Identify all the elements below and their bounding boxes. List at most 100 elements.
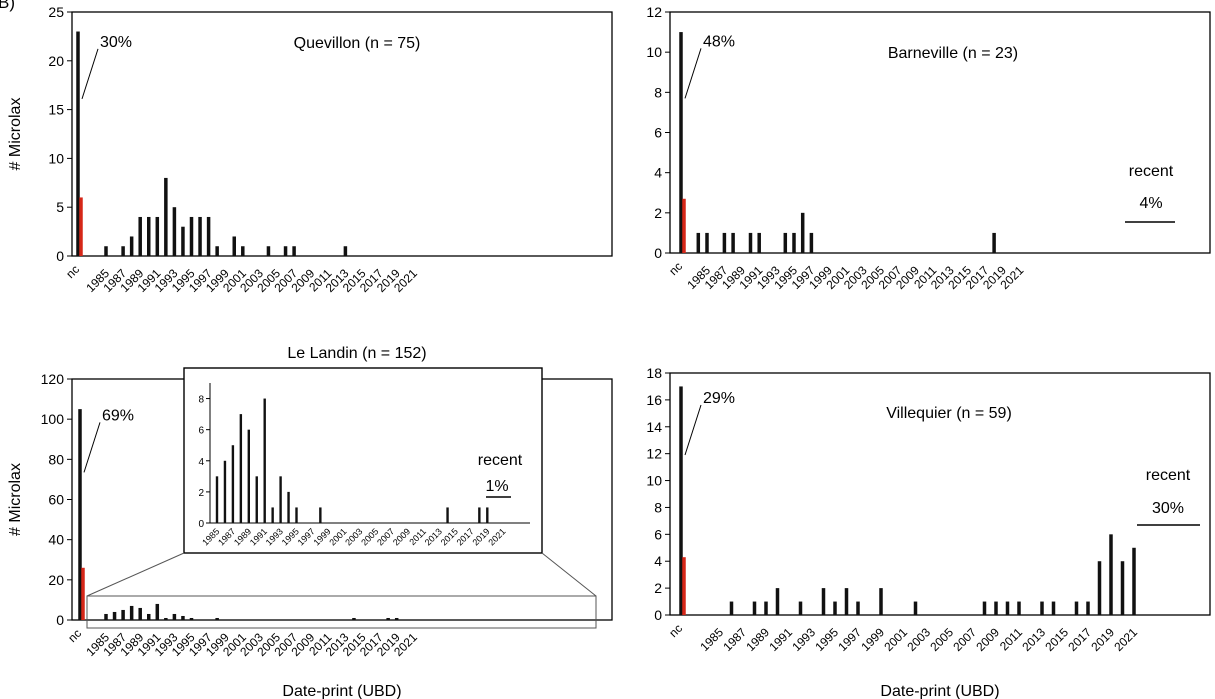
y-tick-label: 14 <box>646 419 662 435</box>
x-tick-label-2015: 2015 <box>1042 625 1071 654</box>
bar-1995 <box>189 617 194 620</box>
y-tick-label: 4 <box>654 165 662 181</box>
x-tick-label-nc: nc <box>63 262 82 281</box>
bar-1987 <box>121 609 125 620</box>
bar-2016 <box>1074 601 1079 615</box>
y-tick-label: 120 <box>41 371 65 387</box>
bar-nc-highlight <box>81 567 85 620</box>
bar-1987 <box>121 246 125 256</box>
bar-1993 <box>172 613 177 620</box>
bar-nc <box>78 409 82 620</box>
panel-title: Quevillon (n = 75) <box>294 35 421 52</box>
bar-1994 <box>821 588 826 615</box>
bar-1991 <box>757 232 761 253</box>
inset-bar-2018 <box>478 507 481 523</box>
bar-1992 <box>798 601 803 615</box>
y-tick-label: 0 <box>56 612 64 628</box>
bar-1996 <box>198 216 202 256</box>
x-tick-label-1987: 1987 <box>720 625 749 654</box>
bar-2007 <box>292 246 296 256</box>
bar-1996 <box>800 212 805 253</box>
inset-bar-1995 <box>295 507 298 523</box>
plot-frame <box>669 372 1211 616</box>
panel-title: Barneville (n = 23) <box>888 45 1018 62</box>
bar-1998 <box>215 617 219 620</box>
bar-1985 <box>104 246 108 256</box>
y-tick-label: 10 <box>646 473 662 489</box>
nc-percent-label: 48% <box>703 33 735 50</box>
inset-bar-1992 <box>271 507 274 523</box>
bar-1995 <box>792 232 796 253</box>
nc-percent-label: 29% <box>703 390 735 407</box>
inset-recent-percent-label: 1% <box>485 478 508 495</box>
y-tick-label: 16 <box>646 392 662 408</box>
bar-nc <box>679 386 683 615</box>
x-tick-label-2003: 2003 <box>904 625 933 654</box>
bar-nc-highlight <box>682 198 686 253</box>
inset-connector-right <box>541 552 597 597</box>
bar-1988 <box>129 605 134 620</box>
bar-1992 <box>164 177 168 256</box>
bar-1989 <box>764 601 768 615</box>
bar-1995 <box>833 601 837 615</box>
bar-2018 <box>1097 561 1102 615</box>
y-tick-label: 25 <box>48 4 64 20</box>
y-axis-label: # Microlax <box>7 98 24 171</box>
bar-1997 <box>809 232 814 253</box>
bar-2002 <box>913 601 918 615</box>
nc-percent-leader <box>684 404 702 456</box>
y-tick-label: 12 <box>646 446 662 462</box>
inset-bar-1987 <box>231 445 235 523</box>
y-tick-label: 80 <box>48 451 64 467</box>
nc-percent-leader <box>81 48 99 100</box>
inset-bar-1989 <box>247 429 250 523</box>
inset-bar-1998 <box>319 507 322 523</box>
y-tick-label: 12 <box>646 4 662 20</box>
x-tick-label-1999: 1999 <box>858 625 887 654</box>
bar-1989 <box>138 607 142 620</box>
bar-2008 <box>982 601 987 615</box>
y-tick-label: 4 <box>654 553 662 569</box>
inset-bar-1985 <box>215 476 219 523</box>
bar-2019 <box>1109 534 1113 615</box>
inset-bar-1986 <box>223 460 227 523</box>
x-tick-label-nc: nc <box>666 259 685 278</box>
bar-1990 <box>147 613 151 620</box>
y-tick-label: 20 <box>48 53 64 69</box>
x-tick-label-2021: 2021 <box>1111 625 1140 654</box>
bar-2017 <box>1086 601 1090 615</box>
x-tick-label-nc: nc <box>666 621 685 640</box>
bar-2018 <box>992 232 996 253</box>
inset-recent-label: recent <box>478 452 523 469</box>
bar-1996 <box>844 588 849 615</box>
inset-bar-1994 <box>287 491 290 523</box>
bar-1985 <box>104 613 108 620</box>
inset-bar-1990 <box>255 476 258 523</box>
inset-frame <box>183 367 543 554</box>
bar-2011 <box>1017 601 1021 615</box>
x-tick-label-2009: 2009 <box>973 625 1002 654</box>
x-tick-label-1993: 1993 <box>789 625 818 654</box>
y-tick-label: 8 <box>654 84 662 100</box>
inset-y-tick-label: 0 <box>198 519 204 530</box>
bar-2018 <box>386 617 390 620</box>
bar-1987 <box>722 232 727 253</box>
y-tick-label: 20 <box>48 572 64 588</box>
bar-2006 <box>283 246 288 256</box>
bar-2004 <box>266 246 271 256</box>
x-tick-label-2019: 2019 <box>1088 625 1117 654</box>
bar-1994 <box>783 232 788 253</box>
nc-percent-label: 30% <box>100 34 132 51</box>
bar-1997 <box>856 601 860 615</box>
bar-2021 <box>1132 547 1136 615</box>
bar-1985 <box>705 232 709 253</box>
bar-1988 <box>752 601 757 615</box>
plot-frame <box>71 11 613 257</box>
x-axis-label: Date-print (UBD) <box>880 683 999 699</box>
bar-1997 <box>206 216 211 256</box>
bar-nc <box>76 31 80 256</box>
panel-title: Le Landin (n = 152) <box>287 345 426 362</box>
bar-2000 <box>232 236 236 256</box>
inset-y-tick-label: 6 <box>198 426 204 437</box>
y-tick-label: 60 <box>48 492 64 508</box>
